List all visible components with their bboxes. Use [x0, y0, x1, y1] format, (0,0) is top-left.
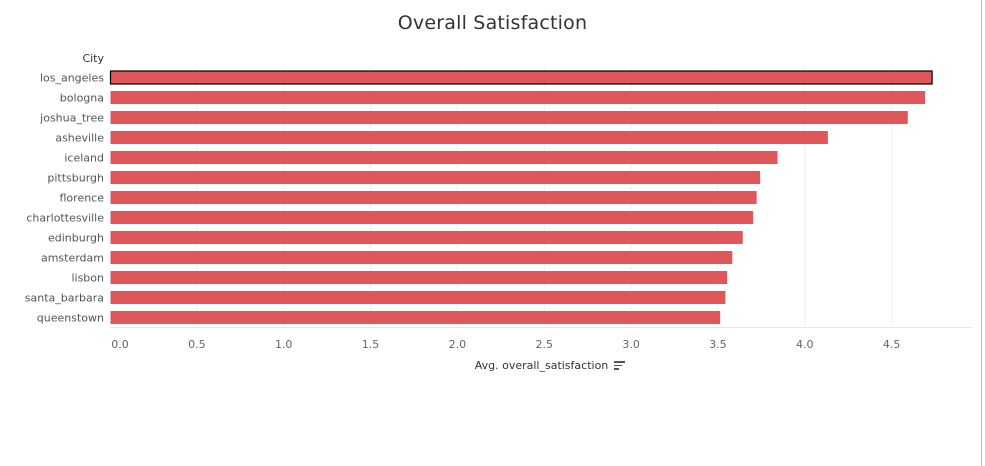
category-label-joshua_tree: joshua_tree — [39, 112, 104, 125]
category-label-queenstown: queenstown — [37, 312, 104, 325]
category-label-bologna: bologna — [60, 92, 104, 105]
chart-title: Overall Satisfaction — [397, 12, 588, 34]
x-tick-label: 1.0 — [275, 338, 293, 351]
x-tick-label: 2.5 — [536, 338, 554, 351]
x-axis-title: Avg. overall_satisfaction — [474, 359, 609, 372]
category-label-amsterdam: amsterdam — [41, 252, 104, 265]
x-tick-label: 2.0 — [449, 338, 467, 351]
bar-bologna[interactable] — [110, 91, 926, 104]
category-label-santa_barbara: santa_barbara — [25, 292, 104, 305]
bar-queenstown[interactable] — [110, 311, 721, 324]
bar-pittsburgh[interactable] — [110, 171, 761, 184]
x-tick-label: 1.5 — [362, 338, 380, 351]
x-tick-label: 0.5 — [188, 338, 206, 351]
category-label-asheville: asheville — [55, 132, 104, 145]
category-label-charlottesville: charlottesville — [26, 212, 104, 225]
category-label-edinburgh: edinburgh — [48, 232, 104, 245]
bar-edinburgh[interactable] — [110, 231, 743, 244]
dashboard-border — [981, 0, 982, 466]
bar-santa_barbara[interactable] — [110, 291, 726, 304]
bar-joshua_tree[interactable] — [110, 111, 908, 124]
category-label-lisbon: lisbon — [71, 272, 104, 285]
bar-asheville[interactable] — [110, 131, 828, 144]
sort-descending-icon[interactable] — [614, 361, 626, 370]
x-tick-label: 0.0 — [111, 338, 129, 351]
bar-charlottesville[interactable] — [110, 211, 754, 224]
category-label-florence: florence — [60, 192, 105, 205]
x-tick-label: 4.0 — [796, 338, 814, 351]
category-label-los_angeles: los_angeles — [40, 72, 104, 85]
x-tick-label: 3.0 — [622, 338, 640, 351]
category-label-iceland: iceland — [64, 152, 104, 165]
bar-florence[interactable] — [110, 191, 757, 204]
x-tick-label: 4.5 — [883, 338, 901, 351]
bar-iceland[interactable] — [110, 151, 778, 164]
bar-los_angeles[interactable] — [109, 70, 933, 85]
bar-amsterdam[interactable] — [110, 251, 733, 264]
x-axis-title-container: Avg. overall_satisfaction — [0, 359, 985, 372]
category-label-pittsburgh: pittsburgh — [47, 172, 104, 185]
y-axis-title: City — [82, 52, 104, 65]
bar-lisbon[interactable] — [110, 271, 728, 284]
x-tick-label: 3.5 — [709, 338, 727, 351]
